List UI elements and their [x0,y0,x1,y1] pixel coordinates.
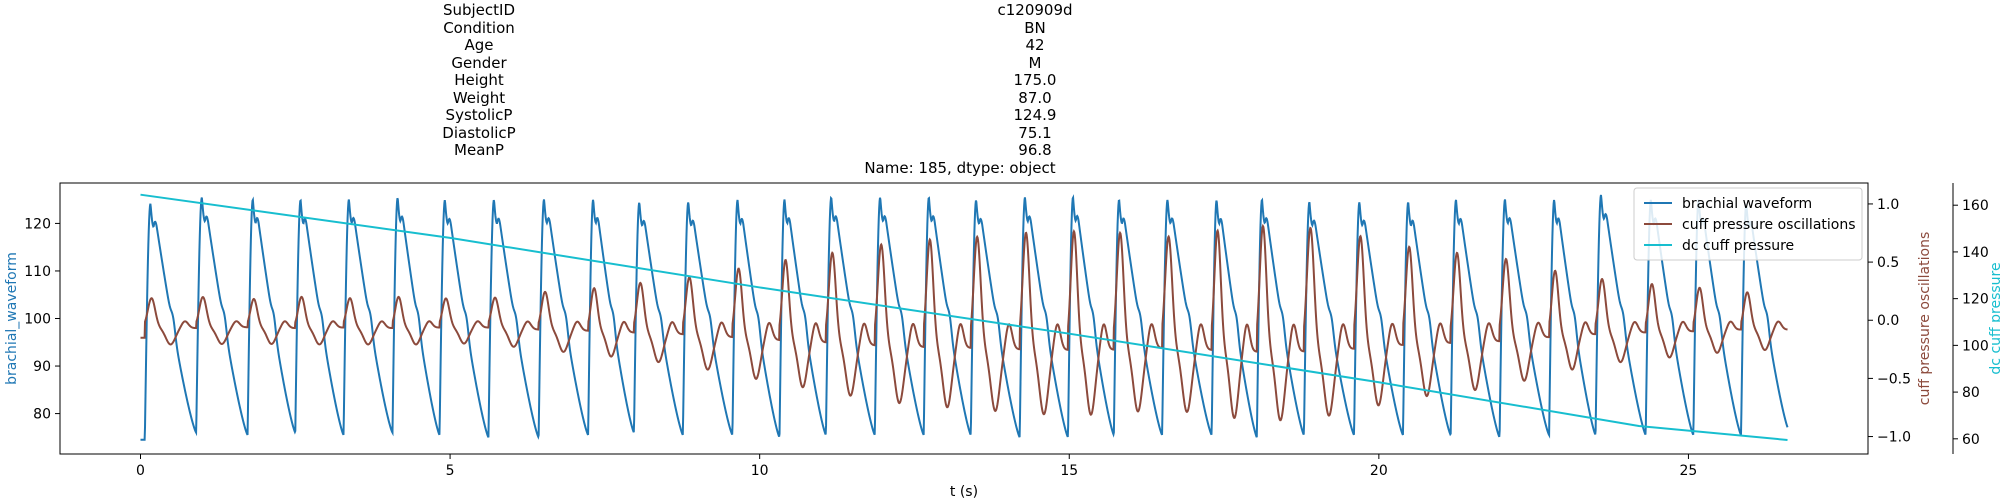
cuff-oscillation-tick-label: 1.0 [1877,197,1899,213]
cuff-oscillation-axis: −1.0 −0.5 0.0 0.5 1.0 [1868,197,1911,446]
title-row-label: Weight [452,88,506,107]
dc-cuff-tick-label: 120 [1962,292,1989,308]
dc-cuff-tick-label: 140 [1962,245,1989,261]
title-row-value: 124.9 [1013,106,1057,124]
legend-entry: dc cuff pressure [1682,238,1794,254]
brachial-tick-label: 110 [24,264,51,280]
title-row-label: Gender [451,53,507,72]
title-footer-text: Name: 185, dtype: object [864,158,1056,177]
x-tick-label: 25 [1680,463,1698,479]
dc-cuff-tick-label: 160 [1962,198,1989,214]
brachial-tick-label: 90 [33,359,51,375]
cuff-oscillation-tick-label: 0.5 [1877,255,1899,271]
title-row-label: Height [454,71,504,89]
title-row: MeanP 96.8 [0,142,2000,159]
title-row-label: SystolicP [445,106,513,124]
dc-cuff-axis: 60 80 100 120 140 160 [1953,198,1989,448]
series-brachial-waveform [140,194,1789,441]
cuff-oscillation-tick-label: −0.5 [1877,371,1911,387]
legend: brachial waveform cuff pressure oscillati… [1633,187,1863,261]
brachial-axis-label: brachial_waveform [4,252,20,385]
title-row-value: 75.1 [1018,123,1052,142]
title-row-value: M [1028,53,1042,72]
title-row-label: MeanP [454,141,504,159]
x-tick-label: 15 [1060,463,1078,479]
title-row-value: 175.0 [1013,71,1057,89]
title-row: Weight 87.0 [0,88,2000,107]
dc-cuff-axis-label: dc cuff pressure [1988,262,2000,374]
title-row: Gender M [0,53,2000,72]
brachial-axis: 80 90 100 110 120 [24,216,60,423]
title-row: Condition BN [0,18,2000,37]
x-tick-label: 10 [751,463,769,479]
title-row-label: Condition [443,18,515,37]
title-row: Age 42 [0,37,2000,54]
title-footer: Name: 185, dtype: object [0,158,2000,177]
title-row-value: 42 [1025,36,1045,54]
chart-title: SubjectID c120909d Condition BN Age 42 Gender M… [0,0,2000,180]
brachial-tick-label: 120 [24,216,51,232]
title-row: DiastolicP 75.1 [0,123,2000,142]
legend-entry: brachial waveform [1682,196,1812,212]
x-axis: 0 5 10 15 20 25 [136,454,1697,479]
series-cuff-pressure-oscillations [140,223,1788,422]
series-dc-cuff-pressure [140,193,1788,441]
x-tick-label: 5 [446,463,455,479]
dc-cuff-tick-label: 100 [1962,338,1989,354]
cuff-oscillation-axis-label: cuff pressure oscillations [1917,232,1933,406]
cuff-oscillation-tick-label: 0.0 [1877,313,1899,329]
brachial-tick-label: 80 [33,407,51,423]
cuff-oscillation-tick-label: −1.0 [1877,430,1911,446]
plot-lines [140,193,1789,441]
dc-cuff-tick-label: 60 [1962,432,1980,448]
title-row-value: BN [1024,18,1046,37]
legend-entry: cuff pressure oscillations [1682,217,1856,233]
title-row-label: SubjectID [442,1,516,19]
dc-cuff-tick-label: 80 [1962,385,1980,401]
x-tick-label: 0 [136,463,145,479]
title-row-value: 96.8 [1018,141,1052,159]
legend-box [1633,187,1863,261]
brachial-tick-label: 100 [24,312,51,328]
x-axis-label: t (s) [950,484,978,500]
title-row-value: 87.0 [1018,88,1052,107]
title-row: SystolicP 124.9 [0,107,2000,124]
title-row: Height 175.0 [0,72,2000,89]
x-tick-label: 20 [1370,463,1388,479]
title-row: SubjectID c120909d [0,2,2000,19]
title-row-label: DiastolicP [442,123,516,142]
title-row-value: c120909d [997,1,1073,19]
title-row-label: Age [464,36,494,54]
